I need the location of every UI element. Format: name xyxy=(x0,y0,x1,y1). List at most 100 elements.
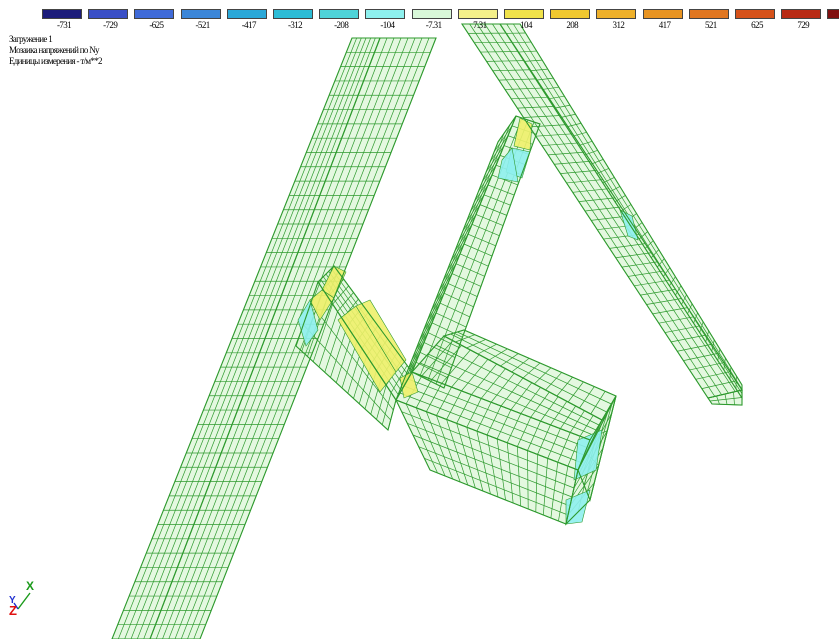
right-beam-edge-grid-line xyxy=(524,59,543,62)
connecting-strut-side-face xyxy=(296,282,396,430)
right-beam-end-grid-line xyxy=(709,397,743,402)
bottom-block-top-grid-line xyxy=(488,348,508,361)
middle-column-side-grid-line xyxy=(423,302,441,331)
middle-column-side-grid-line xyxy=(474,174,493,202)
right-beam-top-grid-line xyxy=(652,307,688,315)
right-beam-top-grid-line xyxy=(548,151,585,156)
right-beam-top-grid-line xyxy=(664,325,700,333)
scale-label: -729 xyxy=(103,20,118,30)
scale-swatch xyxy=(226,9,267,19)
right-beam-edge-grid-line xyxy=(542,86,559,90)
axis-triad-icon: X Y Z xyxy=(9,579,34,616)
scale-label: -104 xyxy=(380,20,395,30)
scale-swatch xyxy=(550,9,591,19)
scale-swatch xyxy=(642,9,683,19)
right-beam-edge-grid-line xyxy=(663,267,671,277)
middle-column-side-grid-line xyxy=(438,263,457,292)
middle-column-front-grid-line xyxy=(427,332,459,348)
right-beam-top-grid-line xyxy=(511,96,549,100)
y-axis-label: Y xyxy=(9,595,16,606)
scale-swatch xyxy=(504,9,544,19)
middle-column-front-grid-line xyxy=(439,302,470,318)
scale-label: -312 xyxy=(287,20,303,30)
bottom-block-mid-grid-line xyxy=(436,386,452,416)
bottom-block-upper-grid-line xyxy=(421,340,454,377)
right-beam-edge-grid-line xyxy=(657,258,665,268)
bottom-block-face-grid-line xyxy=(401,411,577,480)
right-beam-top-grid-line xyxy=(560,170,597,174)
middle-column-side-grid-line xyxy=(442,253,461,282)
bottom-block-mid-grid-line xyxy=(527,420,541,451)
bottom-block-top-grid-line xyxy=(556,376,573,397)
right-beam-edge-grid-line xyxy=(650,249,660,258)
right-beam-edge-grid-line xyxy=(548,95,565,100)
stress-patch-cyan-3 xyxy=(497,147,519,183)
bottom-block-upper-grid-line xyxy=(560,405,576,429)
bottom-block-top-grid-line xyxy=(522,362,541,379)
bottom-block-upper-face xyxy=(412,336,602,440)
scale-swatch xyxy=(411,9,452,19)
x-axis-label: X xyxy=(26,579,34,593)
right-beam-top-grid-line xyxy=(646,298,682,305)
middle-column-front-grid-line xyxy=(459,253,489,267)
scale-label: 312 xyxy=(612,20,625,30)
middle-column-front-grid-line xyxy=(423,342,456,358)
scale-label: -417 xyxy=(241,20,257,30)
right-beam-top-grid-line xyxy=(529,124,567,128)
bottom-block-upper-grid-line xyxy=(520,387,541,414)
bottom-block-upper-grid-line xyxy=(579,415,594,437)
result-info: Загружение 1 Мозаика напряжений по Ny Ед… xyxy=(9,34,102,67)
bottom-block-upper-grid-line xyxy=(500,377,524,407)
middle-column-side-grid-line xyxy=(482,155,501,182)
bottom-block-upper-grid-line xyxy=(480,368,506,399)
bottom-block-upper-grid-line xyxy=(530,391,550,418)
middle-column-side-grid-line xyxy=(462,204,481,232)
middle-column-front-grid-line xyxy=(487,184,515,196)
middle-column-front-grid-line xyxy=(431,322,463,338)
scale-label: 729 xyxy=(797,20,810,30)
bottom-block-top-grid-line xyxy=(545,372,562,391)
right-beam-top-grid-line xyxy=(584,206,622,212)
right-beam-edge-grid-line xyxy=(560,113,576,118)
middle-column-front-grid-line xyxy=(451,273,482,287)
middle-column-front-grid-line xyxy=(415,361,448,379)
right-beam-edge-grid-line xyxy=(572,131,587,137)
middle-column-front-grid-line xyxy=(455,263,485,277)
bottom-block-end-outline xyxy=(565,395,617,526)
bottom-block-top-grid-line xyxy=(511,358,530,373)
bottom-block-mid-grid-line xyxy=(557,432,571,463)
bottom-block-top-grid-line xyxy=(579,386,595,409)
scale-label: -521 xyxy=(195,20,211,30)
right-beam-top-grid-line xyxy=(578,197,615,202)
right-beam-top-face xyxy=(462,24,742,398)
bottom-block-upper-grid-line xyxy=(451,354,480,388)
scale-label: 104 xyxy=(520,20,532,30)
z-axis-label: Z xyxy=(9,603,17,616)
right-beam-edge-grid-line xyxy=(518,50,537,53)
right-beam-top-grid-line xyxy=(486,60,525,62)
right-beam-edge-grid-line xyxy=(669,276,676,286)
bottom-block-mid-grid-line xyxy=(506,413,522,443)
connecting-strut-grid-line xyxy=(390,365,408,393)
middle-column-front-grid-line xyxy=(435,312,467,328)
middle-column-side-grid-line xyxy=(478,165,497,192)
right-beam-top-grid-line xyxy=(640,289,676,296)
middle-column-side-grid-line xyxy=(427,293,445,321)
scale-label: -731 xyxy=(56,20,72,30)
middle-column-side-grid-line xyxy=(446,243,465,272)
middle-column-side-grid-line xyxy=(466,194,485,222)
right-beam-top-grid-line xyxy=(498,78,537,81)
bottom-block-mid-grid-line xyxy=(456,394,472,424)
connecting-strut-side-grid-line xyxy=(330,326,348,378)
middle-column-side-grid-line xyxy=(489,135,509,163)
bottom-block-mid-grid-line xyxy=(537,424,551,455)
right-beam-top-grid-line xyxy=(591,215,628,221)
right-beam-top-grid-line xyxy=(615,252,652,259)
right-beam-edge-grid-line xyxy=(644,240,654,249)
middle-column-front-grid-line xyxy=(483,194,511,206)
middle-column-front-grid-line xyxy=(475,214,504,226)
left-beam-top-outline xyxy=(111,37,381,639)
right-beam-edge-grid-line xyxy=(584,150,598,156)
